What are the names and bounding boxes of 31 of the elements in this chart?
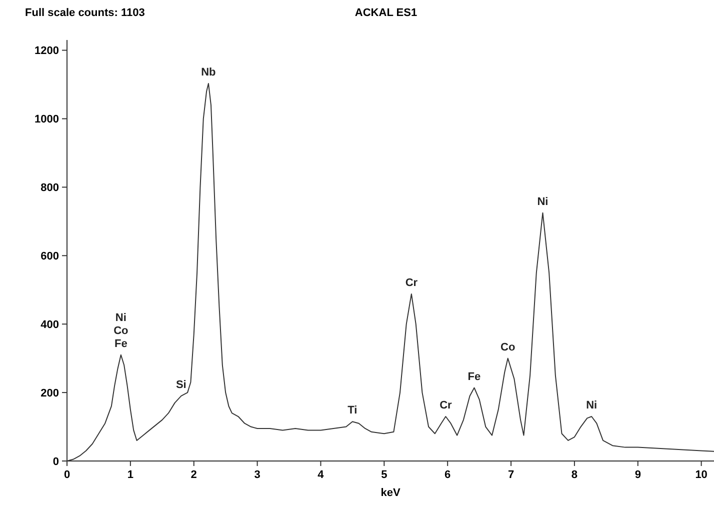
y-tick-label: 200 — [40, 387, 59, 400]
annotation: Fe — [468, 370, 481, 383]
x-axis-title: keV — [380, 487, 401, 499]
annotation: Ni — [586, 400, 598, 412]
x-tick-label: 1 — [127, 469, 134, 481]
x-tick-label: 3 — [254, 469, 260, 481]
y-tick-label: 1000 — [34, 114, 59, 126]
x-tick-label: 7 — [508, 469, 514, 481]
y-tick-label: 1200 — [34, 45, 59, 58]
annotation: Cr — [405, 276, 418, 289]
text: Full scale counts: 1103 — [25, 7, 145, 19]
y-tick-label: 0 — [52, 456, 59, 468]
chart-title: ACKAL ES1 — [354, 7, 418, 19]
x-tick-label: 6 — [444, 469, 451, 481]
x-tick-label: 9 — [634, 469, 641, 481]
x-tick-label: 5 — [381, 469, 388, 481]
annotation: Nb — [201, 66, 216, 78]
x-tick-label: 8 — [571, 469, 578, 481]
annotation: Cr — [440, 400, 453, 412]
annotation: Ni — [537, 196, 548, 208]
x-tick-label: 0 — [64, 469, 70, 481]
annotation: Ti — [348, 404, 358, 417]
annotation: Co — [500, 341, 516, 354]
y-tick-label: 600 — [40, 250, 59, 262]
x-tick-label: 4 — [318, 469, 325, 481]
y-tick-label: 400 — [40, 318, 59, 331]
x-tick-label: 2 — [190, 469, 197, 481]
annotation: Ni Co Fe — [114, 312, 129, 350]
y-tick-label: 800 — [40, 182, 59, 194]
annotation: Si — [176, 378, 186, 391]
x-tick-label: 10 — [695, 469, 708, 481]
